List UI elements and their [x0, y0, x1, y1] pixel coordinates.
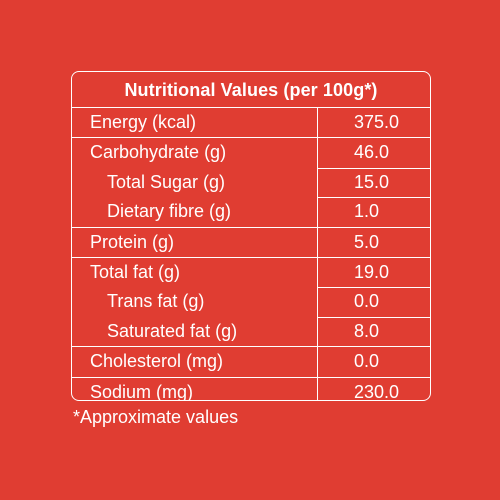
row-label: Total fat (g) — [90, 261, 181, 282]
row-label: Dietary fibre (g) — [107, 201, 232, 222]
table-body: Energy (kcal) 375.0 Carbohydrate (g) 46.… — [72, 108, 430, 401]
row-value: 15.0 — [354, 171, 390, 192]
row-label: Protein (g) — [90, 231, 175, 252]
row-label: Saturated fat (g) — [107, 320, 238, 341]
row-label: Total Sugar (g) — [107, 171, 226, 192]
table-row-total-fat: Total fat (g) 19.0 — [72, 256, 430, 287]
row-label: Carbohydrate (g) — [90, 142, 227, 163]
table-row-saturated-fat: Saturated fat (g) 8.0 — [72, 316, 430, 346]
table-row-dietary-fibre: Dietary fibre (g) 1.0 — [72, 197, 430, 226]
footnote: *Approximate values — [73, 407, 239, 427]
table-row-total-sugar: Total Sugar (g) 15.0 — [72, 167, 430, 197]
row-value: 375.0 — [354, 112, 400, 132]
row-value: 1.0 — [354, 201, 380, 222]
table-row-carbohydrate: Carbohydrate (g) 46.0 — [72, 137, 430, 167]
row-label: Cholesterol (mg) — [90, 351, 224, 372]
row-label: Energy (kcal) — [90, 112, 197, 132]
row-value: 0.0 — [354, 351, 380, 372]
row-value: 5.0 — [354, 231, 380, 252]
table-title: Nutritional Values (per 100g*) — [72, 72, 430, 108]
column-divider — [317, 108, 318, 400]
table-row-cholesterol: Cholesterol (mg) 0.0 — [72, 346, 430, 376]
row-value: 230.0 — [354, 381, 400, 401]
row-value: 8.0 — [354, 320, 380, 341]
table-row-protein: Protein (g) 5.0 — [72, 226, 430, 257]
row-value: 46.0 — [354, 142, 390, 163]
row-value: 0.0 — [354, 291, 380, 312]
table-row-energy: Energy (kcal) 375.0 — [72, 108, 430, 137]
row-label: Trans fat (g) — [107, 291, 205, 312]
row-value: 19.0 — [354, 261, 390, 282]
row-label: Sodium (mg) — [90, 381, 194, 401]
nutrition-table: Nutritional Values (per 100g*) Energy (k… — [71, 71, 431, 401]
table-row-sodium: Sodium (mg) 230.0 — [72, 376, 430, 401]
table-row-trans-fat: Trans fat (g) 0.0 — [72, 287, 430, 316]
